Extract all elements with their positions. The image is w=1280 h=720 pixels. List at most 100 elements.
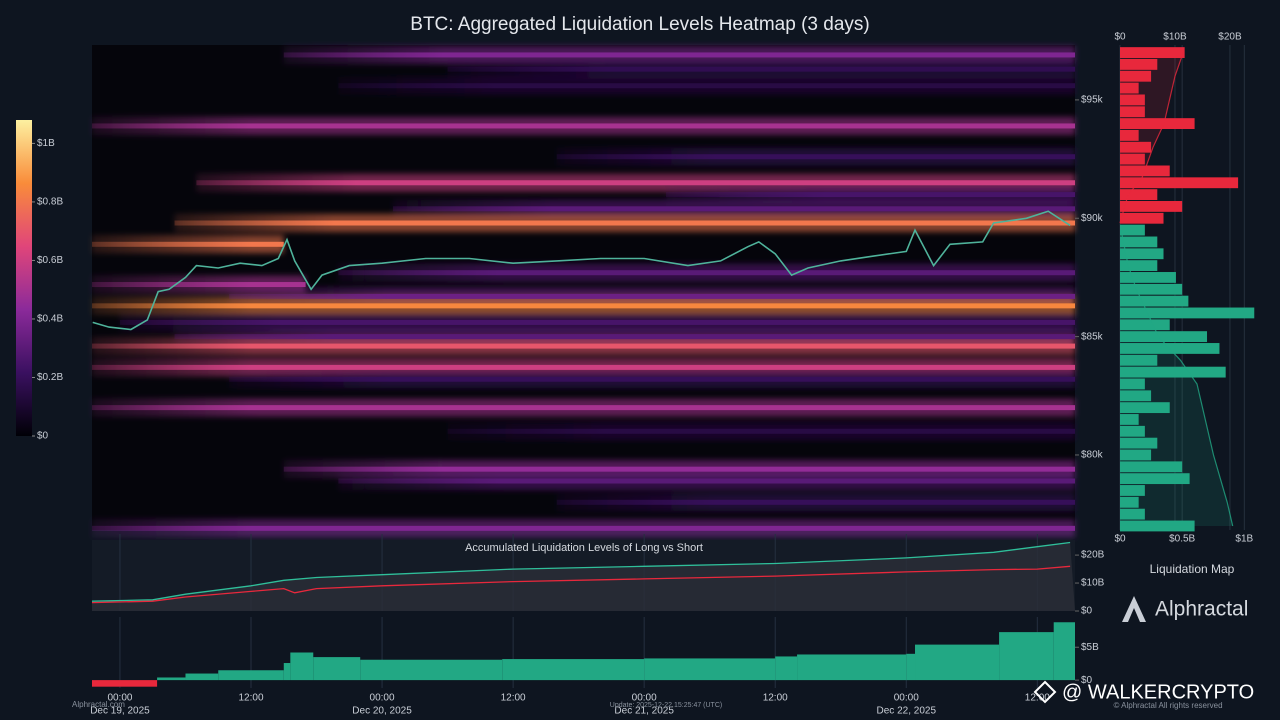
chart-title: BTC: Aggregated Liquidation Levels Heatm… (410, 14, 869, 35)
net-bar (218, 670, 284, 681)
x-tick-label: 00:00 (107, 693, 132, 704)
heat-band (174, 220, 1076, 226)
heat-band (666, 192, 1075, 198)
x-date-label: Dec 22, 2025 (877, 706, 937, 717)
net-bar (644, 658, 776, 681)
heat-band (338, 270, 1076, 276)
x-tick-label: 12:00 (238, 693, 263, 704)
liq-bar (1120, 390, 1152, 402)
area-fill (92, 542, 1075, 611)
y-tick-label: $80k (1081, 450, 1104, 461)
accum-line (91, 541, 1071, 602)
net-bar (775, 656, 798, 681)
liq-bar (1120, 319, 1170, 331)
cumulative-line (1119, 52, 1184, 224)
liq-bar (1120, 106, 1145, 118)
liq-bar (1120, 449, 1152, 461)
x-tick-label: 00:00 (632, 693, 657, 704)
net-bar (157, 677, 186, 681)
heat-band (119, 319, 1076, 325)
accum-line (91, 565, 1071, 604)
liq-bar (1120, 153, 1145, 165)
net-bar (185, 673, 219, 681)
liq-bar (1120, 425, 1145, 437)
cumulative-area (1120, 230, 1233, 526)
net-bar (999, 632, 1054, 681)
top-tick-label: $10B (1163, 32, 1187, 43)
heat-band (174, 334, 1076, 340)
liq-bar (1120, 496, 1139, 508)
heat-band (447, 428, 1076, 434)
heat-band (229, 293, 1076, 299)
net-bar (1053, 622, 1075, 681)
liq-bar (1120, 272, 1176, 283)
liq-bar (1120, 177, 1239, 189)
liq-bar (1120, 201, 1183, 212)
colorbar (16, 120, 32, 436)
y-tick-label: $0 (1081, 606, 1093, 617)
heat-band (338, 83, 1076, 89)
x-date-label: Dec 21, 2025 (614, 706, 674, 717)
liq-bar (1120, 58, 1158, 70)
site: Alphractal.com (72, 700, 125, 709)
net-bar (283, 663, 291, 681)
y-tick-label: $5B (1081, 642, 1099, 653)
cumulative-line (1120, 229, 1234, 527)
accum-title: Accumulated Liquidation Levels of Long v… (465, 542, 703, 554)
liq-bar (1120, 354, 1158, 366)
liq-bar (1120, 189, 1158, 201)
y-tick-label: $90k (1081, 213, 1104, 224)
liq-bar (1120, 378, 1145, 390)
liq-bar (1120, 82, 1139, 94)
net-bar (92, 680, 158, 687)
liq-bar (1120, 130, 1139, 141)
liq-bar (1120, 236, 1158, 248)
heat-band (92, 241, 284, 247)
x-date-label: Dec 20, 2025 (352, 706, 412, 717)
liq-bar (1120, 248, 1164, 260)
brand-logo: Alphractal (1122, 596, 1248, 622)
colorbar-label: $0.8B (37, 197, 63, 208)
liq-bar (1120, 94, 1145, 106)
y-tick-label: $0 (1081, 675, 1093, 686)
x-tick-label: 12:00 (1025, 693, 1050, 704)
y-tick-label: $85k (1081, 331, 1104, 342)
x-tick-label: 00:00 (370, 693, 395, 704)
liq-bar (1120, 260, 1158, 272)
x-date-label: Dec 19, 2025 (90, 706, 150, 717)
update: Update: 2025-12-22 15:25:47 (UTC) (610, 702, 722, 709)
y-tick-label: $20B (1081, 550, 1105, 561)
liq-bar (1120, 307, 1255, 319)
heat-band (92, 525, 1075, 531)
top-tick-label: $20B (1218, 32, 1242, 43)
heat-band (92, 282, 306, 288)
heat-band (392, 206, 1075, 212)
watermark: @ WALKERCRYPTO (1062, 681, 1254, 703)
cumulative-area (1120, 52, 1184, 223)
liq-bar (1120, 331, 1208, 343)
liq-bar (1120, 437, 1158, 449)
price-line (92, 210, 1071, 331)
heat-band (447, 66, 1076, 72)
liq-bar (1120, 295, 1189, 307)
liq-bar (1120, 473, 1190, 485)
liq-bar (1120, 212, 1164, 224)
heat-band (229, 376, 1076, 382)
colorbar-label: $1B (37, 138, 55, 149)
liq-bar (1120, 70, 1152, 82)
liq-bar (1120, 485, 1145, 496)
y-tick-label: $10B (1081, 578, 1105, 589)
heat-band (283, 52, 1075, 58)
net-bar (797, 654, 907, 681)
heat-band (338, 478, 1076, 484)
bottom-tick-label: $1B (1235, 534, 1253, 545)
liq-bar (1120, 47, 1185, 58)
net-bar (360, 659, 503, 681)
net-bar (290, 652, 314, 681)
heat-band (556, 154, 1075, 160)
glow-layer (92, 45, 1076, 538)
net-bar (502, 659, 645, 681)
watermark-group: @ WALKERCRYPTO (1033, 680, 1254, 704)
